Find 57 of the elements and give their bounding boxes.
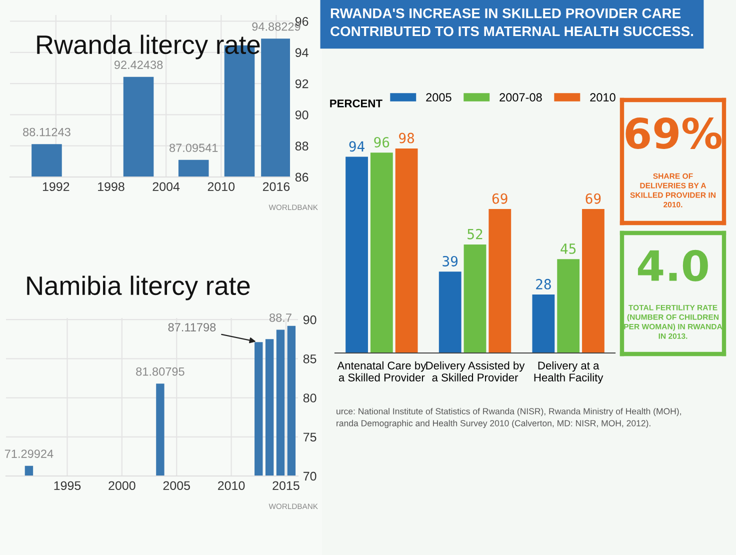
y-tick-label: 90 — [295, 110, 308, 120]
data-label: 45 — [560, 244, 576, 254]
x-tick-label: 1998 — [98, 182, 124, 192]
y-tick-label: 75 — [304, 432, 316, 442]
bar — [438, 272, 462, 353]
data-label: 71.29924 — [4, 450, 54, 458]
x-tick-label: 2016 — [262, 182, 290, 192]
x-tick-label: Delivery Assisted by a Skilled Provider — [426, 361, 525, 382]
data-label: 39 — [442, 256, 458, 266]
x-tick-label: Antenatal Care by a Skilled Provider — [337, 361, 426, 382]
bar — [346, 156, 368, 353]
x-tick-label: Delivery at a Health Facility — [534, 361, 604, 384]
bar — [532, 294, 555, 353]
legend-label: 2005 — [426, 93, 452, 102]
y-tick-label: 85 — [303, 354, 316, 364]
data-label: 52 — [468, 228, 482, 240]
data-label: 69 — [492, 193, 508, 204]
text: 4.0 — [638, 250, 708, 282]
data-label: 88.11243 — [23, 128, 70, 136]
x-tick-label: 2000 — [108, 481, 136, 490]
x-tick-label: 2015 — [272, 481, 300, 490]
y-tick-label: 90 — [303, 315, 316, 324]
data-label: 98 — [399, 132, 414, 144]
data-label: 69 — [586, 193, 601, 204]
bar — [582, 208, 604, 353]
x-tick-label: 2010 — [208, 182, 235, 192]
x-tick-label: 1992 — [42, 182, 70, 192]
y-tick-label: 86 — [295, 172, 308, 182]
y-tick-label: 88 — [295, 142, 308, 150]
x-tick-label: 2005 — [163, 481, 190, 490]
bar — [464, 244, 486, 353]
data-label: 28 — [536, 278, 551, 290]
data-label: 96 — [374, 136, 390, 148]
data-label: 87.09541 — [170, 144, 218, 152]
x-tick-label: 1995 — [54, 481, 81, 490]
y-axis-title: PERCENT — [330, 99, 382, 108]
text: 69% — [626, 117, 722, 149]
bar — [395, 148, 418, 353]
y-tick-label: 94 — [295, 48, 308, 58]
chart-title: Namibia litercy rate — [27, 276, 250, 300]
x-tick-label: 2010 — [218, 481, 245, 490]
annotation: 87.11798 — [168, 323, 216, 332]
y-tick-label: 80 — [303, 394, 316, 402]
text: urce: National Institute of Statistics of Rwanda (NISR), Rwanda Ministry of Health (MOH), randa Demographic and Health Survey 2010 (Calverton, MD: NISR, MOH, 2012). — [336, 408, 681, 428]
chart-title: RWANDA'S INCREASE IN SKILLED PROVIDER CARE CONTRIBUTED TO ITS MATERNAL HEALTH SUCCESS. — [330, 8, 694, 36]
bar — [557, 259, 580, 353]
data-label: 88.7 — [270, 313, 292, 322]
data-label: 94 — [349, 141, 364, 152]
data-label: 92.42438 — [114, 60, 163, 70]
y-tick-label: 92 — [295, 79, 308, 88]
x-tick-label: 2004 — [152, 182, 180, 192]
y-tick-label: 70 — [304, 472, 316, 481]
legend-label: 2007-08 — [500, 93, 542, 102]
bar — [370, 152, 393, 353]
legend-label: 2010 — [590, 93, 616, 102]
bar — [488, 208, 512, 353]
data-label: 81.80795 — [136, 367, 184, 376]
